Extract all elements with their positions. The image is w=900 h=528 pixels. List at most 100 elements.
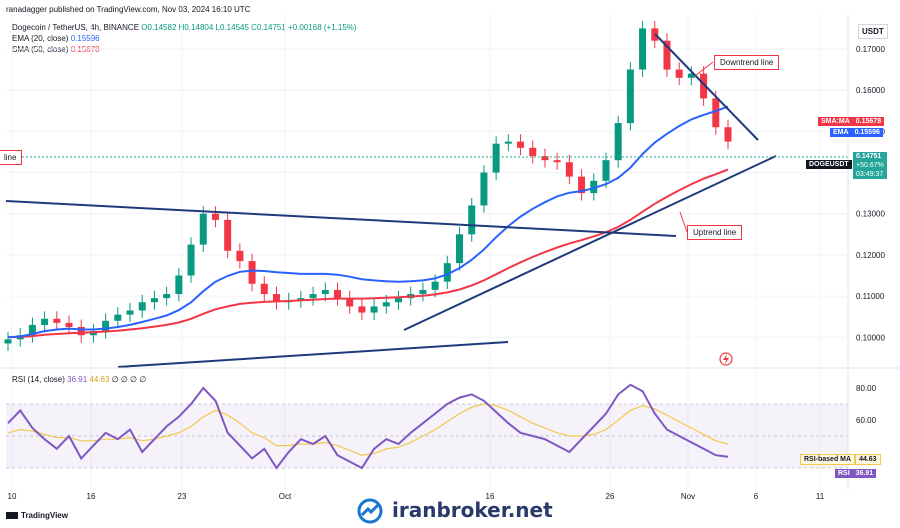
rsi-legend[interactable]: RSI (14, close) 36.91 44.63 ∅ ∅ ∅ ∅ [12, 375, 146, 384]
candle-body [41, 318, 49, 325]
rsi-legend-ma-value: 44.63 [89, 375, 110, 384]
candle-body [309, 294, 317, 299]
sma-legend[interactable]: SMA (50, close) 0.15678 [12, 45, 100, 54]
candle-body [431, 281, 439, 290]
ema-tag-label: EMA [830, 128, 852, 137]
symbol-price-tag: DOGEUSDT [806, 153, 852, 171]
price-tick-label: 0.16000 [856, 86, 885, 95]
price-tick-labels: 0.100000.110000.120000.130000.140000.150… [856, 45, 885, 342]
sma-value: 0.15678 [70, 45, 100, 54]
candle-body [541, 156, 549, 161]
time-tick-label: Nov [681, 492, 695, 501]
currency-unit-button[interactable]: USDT [858, 24, 888, 39]
candle-body [53, 318, 61, 323]
time-tick-label: 16 [87, 492, 96, 501]
price-tick-label: 0.13000 [856, 210, 885, 219]
candle-body [468, 205, 476, 235]
left-line-label[interactable]: line [0, 150, 23, 165]
lightning-icon [719, 352, 733, 366]
rsi-legend-extra: ∅ ∅ ∅ ∅ [111, 375, 147, 384]
candle-body [65, 322, 73, 327]
sma-tag-value: 0.15678 [852, 117, 885, 126]
rsi-ma-tag-value: 44.63 [855, 454, 881, 465]
long-downtrend-line [5, 200, 677, 237]
time-tick-label: 26 [606, 492, 615, 501]
candle-body [675, 69, 683, 78]
rsi-tag: RSI 36.91 [835, 462, 877, 480]
bar-countdown: 03:49:37 [853, 170, 887, 179]
tradingview-logo[interactable]: TradingView [6, 511, 68, 520]
last-price-block: 0.14751 +50.67% 03:49:37 [853, 152, 887, 179]
time-tick-label: 6 [754, 492, 759, 501]
candle-body [382, 302, 390, 307]
uptrend-line [403, 155, 777, 331]
candle-body [517, 141, 525, 148]
candle-body [358, 306, 366, 313]
candle-body [346, 298, 354, 307]
time-tick-label: 11 [816, 492, 825, 501]
candle-body [443, 263, 451, 282]
candle-body [370, 306, 378, 313]
uptrend-label[interactable]: Uptrend line [687, 225, 743, 240]
rsi-ma-tag-label: RSI-based MA [800, 454, 856, 465]
rsi-tag-value: 36.91 [852, 469, 877, 478]
candle-body [248, 261, 256, 284]
tv-logo-icon [6, 512, 18, 520]
symbol-tag-label: DOGEUSDT [806, 160, 852, 169]
candle-body [297, 298, 305, 301]
sma-tag-label: SMA:MA [818, 117, 853, 126]
candle-body [480, 172, 488, 206]
uptrend-pointer [679, 211, 688, 233]
candle-body [529, 147, 537, 157]
price-tick-label: 0.10000 [856, 333, 885, 342]
sma-label: SMA (50, close) [12, 45, 69, 54]
downtrend-line [654, 33, 759, 141]
time-tick-label: 10 [8, 492, 17, 501]
candle-body [211, 213, 219, 220]
candle-body [114, 314, 122, 321]
candle-body [395, 298, 403, 303]
price-tick-label: 0.12000 [856, 251, 885, 260]
candle-body [102, 320, 110, 332]
ema-label: EMA (20, close) [12, 34, 69, 43]
rsi-tick-label: 60.00 [856, 416, 877, 425]
price-tick-label: 0.11000 [856, 292, 885, 301]
candle-body [687, 73, 695, 78]
rsi-legend-value: 36.91 [67, 375, 88, 384]
time-tick-label: 23 [178, 492, 187, 501]
sma-price-tag: SMA:MA 0.15678 [818, 110, 885, 128]
candle-body [712, 98, 720, 128]
rsi-tag-label: RSI [835, 469, 853, 478]
time-tick-label: 16 [486, 492, 495, 501]
rsi-tick-label: 80.00 [856, 384, 877, 393]
iranbroker-logo-icon [357, 498, 383, 524]
candle-body [492, 143, 500, 173]
rsi-band [6, 404, 848, 468]
candle-body [626, 69, 634, 124]
tv-brand-text: TradingView [21, 511, 68, 520]
price-change: +50.67% [853, 161, 887, 170]
candle-body [4, 339, 12, 344]
downtrend-label[interactable]: Downtrend line [714, 55, 780, 70]
price-candles [4, 20, 732, 351]
candle-body [126, 310, 134, 315]
rsi-legend-label: RSI (14, close) [12, 375, 65, 384]
candle-body [724, 127, 732, 142]
candle-body [639, 28, 647, 70]
publisher-line: ranadagger published on TradingView.com,… [6, 5, 251, 14]
candle-body [456, 234, 464, 264]
candle-body [602, 160, 610, 181]
price-grid [6, 14, 848, 490]
candle-body [28, 324, 36, 336]
ema-line [7, 105, 729, 339]
candle-body [138, 302, 146, 311]
symbol-title: Dogecoin / TetherUS, 4h, BINANCE [12, 23, 140, 32]
candle-body [187, 244, 195, 276]
candle-body [333, 289, 341, 299]
candle-body [272, 294, 280, 303]
candle-body [321, 289, 329, 295]
ema-tag-value: 0.15596 [851, 128, 883, 137]
candle-body [614, 123, 622, 161]
ema-legend[interactable]: EMA (20, close) 0.15596 [12, 34, 100, 43]
